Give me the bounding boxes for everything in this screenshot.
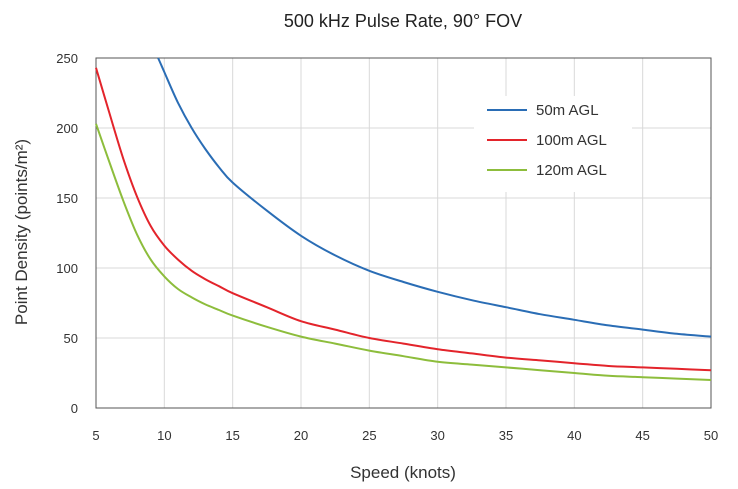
x-tick-label: 20 [294, 428, 308, 443]
legend-label: 120m AGL [536, 162, 607, 179]
series-line-2 [95, 67, 712, 372]
y-tick-label: 250 [56, 51, 78, 66]
x-axis: 5 10 15 20 25 30 35 40 45 50 [92, 428, 718, 443]
legend: 50m AGL 100m AGL 120m AGL [474, 96, 632, 192]
y-tick-label: 100 [56, 261, 78, 276]
series-line-1 [157, 57, 712, 338]
x-axis-title: Speed (knots) [350, 463, 456, 482]
x-tick-label: 25 [362, 428, 376, 443]
x-tick-label: 40 [567, 428, 581, 443]
x-tick-label: 5 [92, 428, 99, 443]
x-tick-label: 50 [704, 428, 718, 443]
y-tick-label: 50 [64, 331, 78, 346]
plot-frame [95, 57, 712, 409]
x-tick-label: 10 [157, 428, 171, 443]
y-tick-label: 0 [71, 401, 78, 416]
legend-label: 50m AGL [536, 102, 599, 119]
chart-title: 500 kHz Pulse Rate, 90° FOV [284, 11, 522, 31]
x-tick-label: 45 [635, 428, 649, 443]
legend-background [474, 96, 632, 192]
x-tick-label: 35 [499, 428, 513, 443]
y-tick-label: 150 [56, 191, 78, 206]
x-tick-label: 30 [430, 428, 444, 443]
series-lines [95, 57, 712, 381]
legend-label: 100m AGL [536, 132, 607, 149]
x-tick-label: 15 [225, 428, 239, 443]
y-axis-title: Point Density (points/m²) [12, 139, 31, 325]
y-axis: 0 50 100 150 200 250 [56, 51, 78, 416]
series-line-3 [95, 123, 712, 381]
y-tick-label: 200 [56, 121, 78, 136]
